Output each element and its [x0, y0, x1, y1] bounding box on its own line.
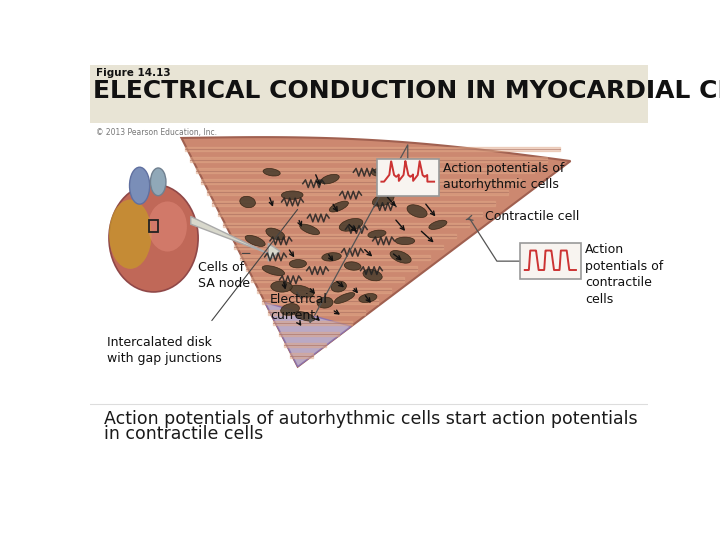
Ellipse shape [322, 253, 341, 261]
Ellipse shape [429, 220, 447, 230]
Ellipse shape [289, 260, 307, 268]
Bar [90, 65, 648, 123]
Ellipse shape [148, 201, 187, 252]
Ellipse shape [329, 201, 348, 212]
Polygon shape [265, 302, 351, 367]
Ellipse shape [300, 224, 320, 235]
Ellipse shape [320, 174, 339, 184]
Text: Intercalated disk
with gap junctions: Intercalated disk with gap junctions [107, 336, 222, 366]
Ellipse shape [359, 294, 377, 302]
Ellipse shape [262, 266, 284, 275]
Ellipse shape [408, 178, 424, 190]
Ellipse shape [271, 281, 292, 292]
Ellipse shape [339, 219, 363, 231]
Text: ELECTRICAL CONDUCTION IN MYOCARDIAL CELLS: ELECTRICAL CONDUCTION IN MYOCARDIAL CELL… [93, 79, 720, 104]
Polygon shape [181, 137, 570, 367]
Ellipse shape [344, 262, 361, 270]
Text: Action
potentials of
contractile
cells: Action potentials of contractile cells [585, 244, 663, 306]
Ellipse shape [109, 184, 198, 292]
Ellipse shape [130, 167, 150, 204]
Ellipse shape [334, 293, 355, 303]
Polygon shape [191, 217, 280, 261]
Text: Action potentials of autorhythmic cells start action potentials: Action potentials of autorhythmic cells … [104, 410, 638, 428]
Ellipse shape [109, 200, 152, 269]
Ellipse shape [150, 168, 166, 195]
Bar [149, 220, 158, 232]
FancyBboxPatch shape [377, 159, 438, 195]
Ellipse shape [266, 228, 285, 240]
Ellipse shape [368, 230, 386, 238]
Ellipse shape [282, 191, 303, 199]
Ellipse shape [240, 197, 256, 208]
Ellipse shape [245, 235, 265, 246]
Text: Cells of
SA node: Cells of SA node [199, 261, 251, 290]
Text: © 2013 Pearson Education, Inc.: © 2013 Pearson Education, Inc. [96, 128, 217, 137]
Ellipse shape [372, 193, 394, 206]
Ellipse shape [263, 168, 280, 176]
Text: Electrical
current: Electrical current [270, 294, 328, 322]
Text: in contractile cells: in contractile cells [104, 425, 264, 443]
Ellipse shape [317, 297, 333, 308]
Ellipse shape [281, 303, 300, 315]
Ellipse shape [363, 269, 382, 281]
Ellipse shape [372, 168, 390, 177]
Ellipse shape [294, 312, 315, 321]
Ellipse shape [289, 285, 314, 297]
Ellipse shape [407, 205, 427, 218]
Ellipse shape [331, 281, 346, 292]
FancyBboxPatch shape [520, 244, 580, 279]
Ellipse shape [390, 251, 411, 263]
Ellipse shape [395, 237, 415, 245]
Text: Figure 14.13: Figure 14.13 [96, 68, 171, 78]
Text: Action potentials of
autorhythmic cells: Action potentials of autorhythmic cells [444, 162, 564, 191]
Text: Contractile cell: Contractile cell [485, 210, 580, 222]
